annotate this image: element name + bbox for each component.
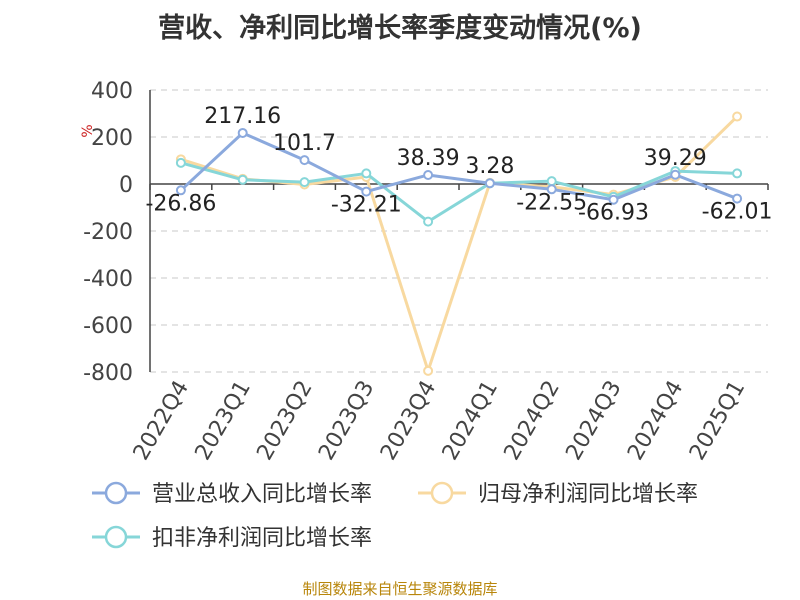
data-point — [175, 185, 186, 196]
data-point — [361, 168, 372, 179]
y-axis-label: % — [80, 124, 96, 137]
data-label: -32.21 — [331, 193, 402, 218]
x-tick-label: 2022Q4 — [129, 377, 194, 465]
x-tick-label: 2024Q1 — [438, 377, 503, 465]
data-point — [732, 193, 743, 204]
y-tick-label: 400 — [91, 79, 133, 104]
legend-label: 扣非净利润同比增长率 — [152, 526, 372, 551]
legend-label: 营业总收入同比增长率 — [152, 482, 372, 507]
x-tick-label: 2024Q4 — [623, 377, 688, 465]
data-label: 38.39 — [397, 146, 460, 171]
y-tick-label: 200 — [91, 126, 133, 151]
legend-marker — [430, 481, 454, 505]
data-point — [423, 169, 434, 180]
x-tick-label: 2023Q4 — [376, 376, 441, 464]
chart-title: 营收、净利同比增长率季度变动情况(%) — [158, 13, 642, 44]
y-tick-label: -200 — [83, 220, 133, 245]
data-label: 39.29 — [644, 146, 707, 171]
legend-marker — [104, 481, 128, 505]
data-point — [237, 127, 248, 138]
data-point — [361, 186, 372, 197]
legend-label: 归母净利润同比增长率 — [478, 482, 698, 507]
x-tick-label: 2023Q2 — [252, 377, 317, 465]
x-tick-label: 2023Q3 — [314, 377, 379, 465]
series-line-0 — [179, 131, 738, 202]
x-tick-label: 2024Q3 — [561, 377, 626, 465]
data-point — [546, 184, 557, 195]
data-label: -22.55 — [516, 190, 587, 215]
legend-marker — [104, 525, 128, 549]
data-label: 101.7 — [273, 131, 336, 156]
data-point — [546, 176, 557, 187]
data-label: -66.93 — [578, 201, 649, 226]
y-tick-label: -400 — [83, 267, 133, 292]
data-point — [423, 216, 434, 227]
y-tick-label: -800 — [83, 361, 133, 386]
data-point — [670, 169, 681, 180]
data-point — [175, 157, 186, 168]
data-label: 217.16 — [204, 104, 281, 129]
data-point — [484, 178, 495, 189]
y-tick-label: 0 — [119, 173, 133, 198]
data-label: -62.01 — [702, 200, 773, 225]
y-tick-label: -600 — [83, 314, 133, 339]
x-tick-label: 2023Q1 — [191, 377, 256, 465]
data-label: -26.86 — [145, 191, 216, 216]
source-note: 制图数据来自恒生聚源数据库 — [302, 580, 498, 598]
data-point — [732, 168, 743, 179]
data-point — [299, 177, 310, 188]
data-point — [423, 365, 434, 376]
data-point — [299, 155, 310, 166]
data-label: 3.28 — [465, 154, 514, 179]
series-line-2 — [180, 161, 738, 224]
data-point — [237, 174, 248, 185]
data-point — [732, 111, 743, 122]
x-tick-label: 2025Q1 — [685, 377, 750, 465]
x-tick-label: 2024Q2 — [500, 377, 565, 465]
data-point — [608, 194, 619, 205]
